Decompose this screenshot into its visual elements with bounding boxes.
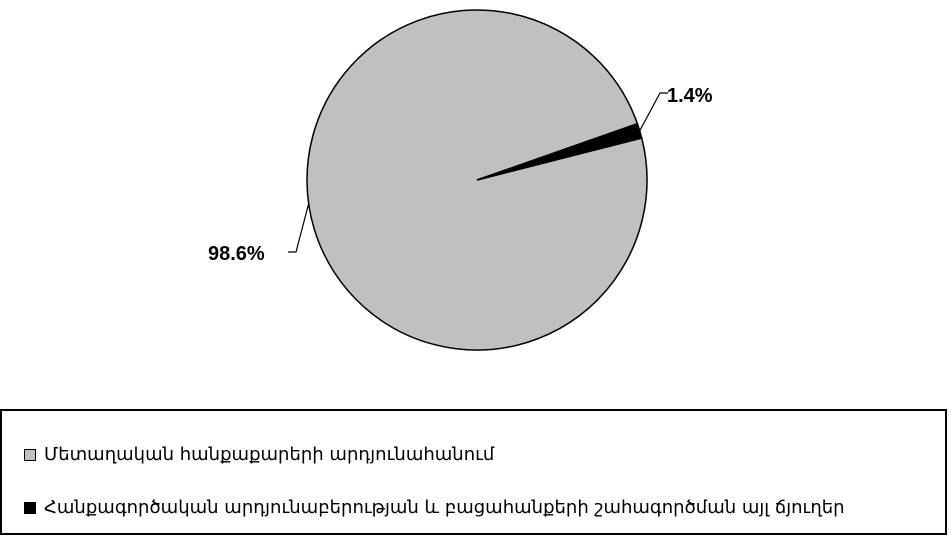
legend-swatch-gray (24, 448, 36, 461)
legend-item-other-branches: Հանքագործական արդյունաբերության և բացահա… (24, 497, 845, 518)
legend-label-metal-ores: Մետաղական հանքաքարերի արդյունահանում (44, 444, 495, 465)
leader-line-other-branches (639, 92, 668, 132)
pie-chart: 1.4% 98.6% (208, 9, 713, 351)
data-label-other-branches: 1.4% (667, 85, 713, 107)
legend-swatch-black (24, 501, 36, 514)
legend: Մետաղական հանքաքարերի արդյունահանում Հան… (0, 409, 947, 535)
pie-slice-other-branches (476, 122, 643, 181)
legend-item-metal-ores: Մետաղական հանքաքարերի արդյունահանում (24, 444, 494, 465)
legend-label-other-branches: Հանքագործական արդյունաբերության և բացահա… (44, 497, 845, 518)
leader-line-metal-ores (288, 203, 310, 253)
data-label-metal-ores: 98.6% (208, 243, 265, 265)
